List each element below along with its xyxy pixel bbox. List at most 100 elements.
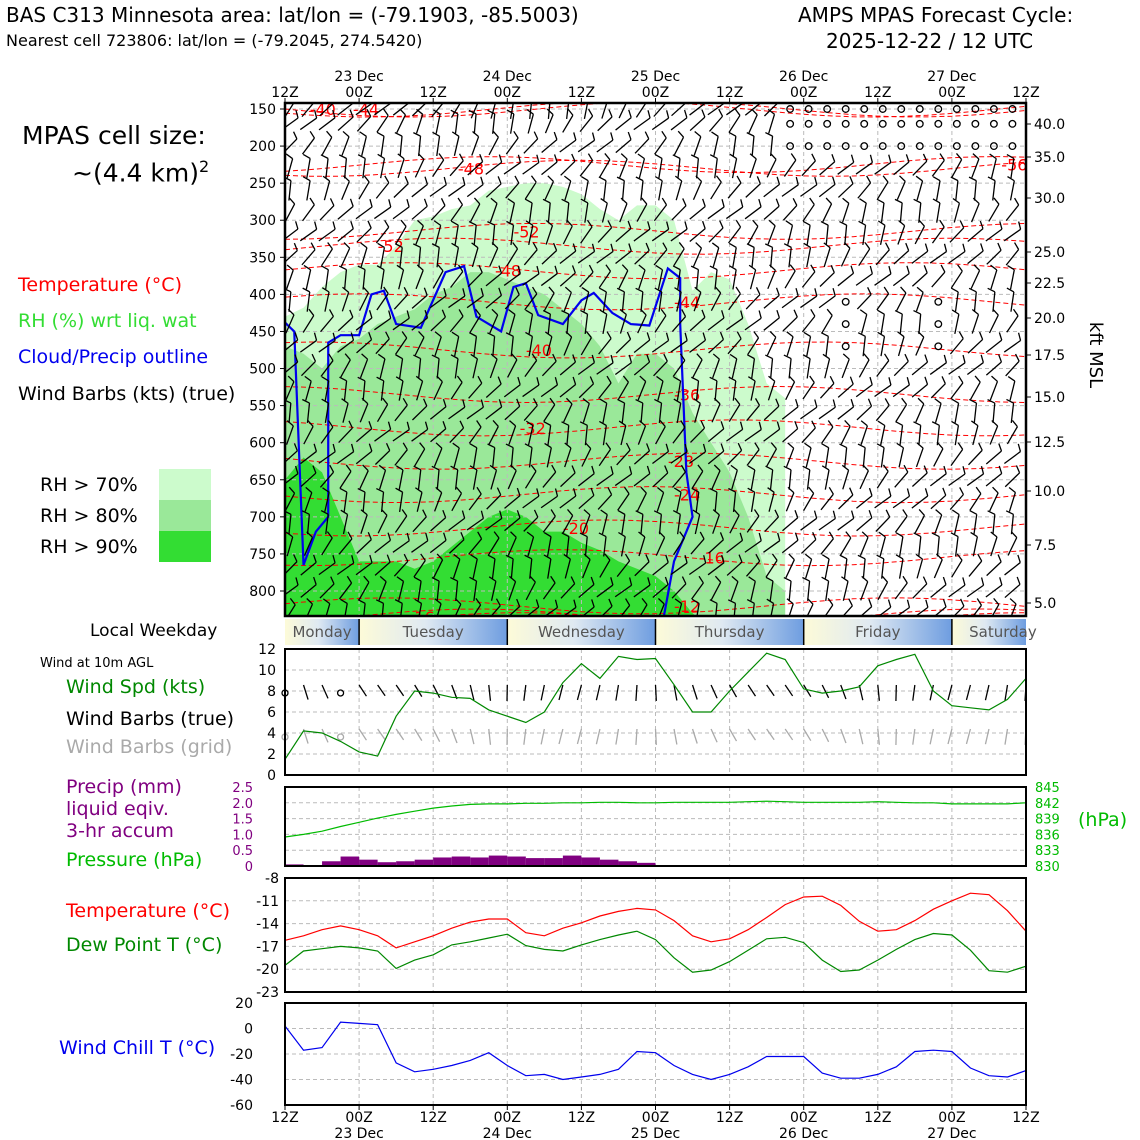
barb-feather xyxy=(510,531,517,538)
barb-feather xyxy=(793,309,798,318)
barb-staff xyxy=(584,425,588,446)
barb-feather xyxy=(397,153,405,160)
barb-feather xyxy=(681,309,687,317)
barb-staff xyxy=(416,381,424,401)
wind-barb xyxy=(1007,264,1015,290)
barb-feather xyxy=(887,599,892,608)
barb-staff xyxy=(300,561,317,576)
barb-staff xyxy=(528,336,534,357)
wind-barb xyxy=(950,287,959,312)
barb-feather xyxy=(902,575,908,584)
barb-staff xyxy=(658,158,663,179)
barb-staff xyxy=(696,603,700,616)
wind-barb xyxy=(396,108,407,134)
barb-staff xyxy=(285,339,299,352)
wind-barb xyxy=(896,442,905,468)
barb-feather xyxy=(659,420,666,427)
barb-staff xyxy=(728,115,741,133)
barb-staff xyxy=(467,161,484,176)
wind-barb xyxy=(525,575,536,601)
barb-feather xyxy=(832,399,836,408)
barb-staff xyxy=(788,358,792,379)
wind-barb xyxy=(949,331,964,355)
barb-staff xyxy=(489,203,498,223)
barb-staff xyxy=(485,383,502,398)
barb-feather xyxy=(951,420,959,426)
barb-feather xyxy=(862,464,869,472)
barb-feather xyxy=(340,598,348,604)
barb-staff xyxy=(912,160,928,176)
wind-barb xyxy=(543,554,552,579)
wind-barb xyxy=(1005,242,1020,266)
barb-staff xyxy=(726,561,743,576)
wind-barb xyxy=(652,465,669,488)
barb-staff xyxy=(714,380,718,401)
bottom-date-label: 23 Dec xyxy=(334,1126,383,1140)
barb-feather xyxy=(713,464,721,472)
barb-feather xyxy=(962,243,966,252)
barb-staff xyxy=(672,471,686,488)
isotherm--20 xyxy=(285,519,1026,537)
isotherm--48 xyxy=(285,262,1026,280)
wind-barb xyxy=(1007,531,1018,556)
barb-staff xyxy=(285,314,295,334)
barb-staff xyxy=(671,103,687,117)
wind-barb xyxy=(285,332,299,352)
barb-feather xyxy=(498,399,503,408)
barb-staff xyxy=(620,605,631,616)
wind-barb xyxy=(300,554,317,576)
barb-staff xyxy=(749,158,757,179)
wind-barb xyxy=(968,553,983,577)
wind-barb xyxy=(286,264,294,290)
barb-staff xyxy=(376,404,389,422)
barb-feather xyxy=(1013,242,1020,250)
barb-staff xyxy=(510,225,515,246)
wind-barb xyxy=(285,221,299,240)
barb-feather xyxy=(605,264,612,272)
barb-staff xyxy=(505,137,519,155)
barb-feather xyxy=(406,198,410,208)
barb-feather xyxy=(861,575,869,583)
dewpoint-line xyxy=(284,930,1027,973)
wind-barb xyxy=(597,220,613,243)
barb-staff xyxy=(509,202,516,223)
barb-staff xyxy=(893,250,910,265)
barb-feather xyxy=(461,510,466,519)
wind-barb xyxy=(693,286,702,312)
barb-staff xyxy=(859,470,869,490)
barb-staff xyxy=(744,317,762,331)
wind-barb xyxy=(966,354,984,376)
barb-feather xyxy=(787,486,795,494)
barb-feather xyxy=(434,598,442,605)
barb-staff xyxy=(652,561,669,576)
wind-barb xyxy=(467,264,483,288)
barb-feather xyxy=(809,197,815,205)
wind-barb xyxy=(540,377,559,398)
barb-feather xyxy=(602,95,608,100)
barb-staff xyxy=(673,136,685,156)
wind10m-heading: Wind at 10m AGL xyxy=(40,656,154,671)
barb-staff xyxy=(708,115,724,132)
wind-barb xyxy=(430,309,447,332)
barb-feather xyxy=(932,198,941,204)
barb-staff xyxy=(671,316,687,333)
wind-barb xyxy=(728,376,737,401)
legend-precip-1: Precip (mm) xyxy=(66,776,182,798)
barb-feather xyxy=(529,575,536,583)
barb-feather xyxy=(859,309,868,315)
barb-feather xyxy=(367,532,372,540)
barb-feather xyxy=(958,375,964,384)
wind-barb xyxy=(395,219,407,245)
barb-feather xyxy=(863,353,870,361)
barb-staff xyxy=(596,584,614,598)
barb-staff xyxy=(340,359,351,378)
barb-feather xyxy=(376,376,385,382)
barb-staff xyxy=(375,226,390,244)
wind-barb xyxy=(357,265,366,290)
wind-barb xyxy=(634,554,650,577)
wind-barb xyxy=(803,331,812,357)
barb-feather xyxy=(309,130,316,139)
barb-feather xyxy=(526,531,534,538)
wind-barb xyxy=(432,131,441,157)
barb-staff xyxy=(562,114,574,133)
